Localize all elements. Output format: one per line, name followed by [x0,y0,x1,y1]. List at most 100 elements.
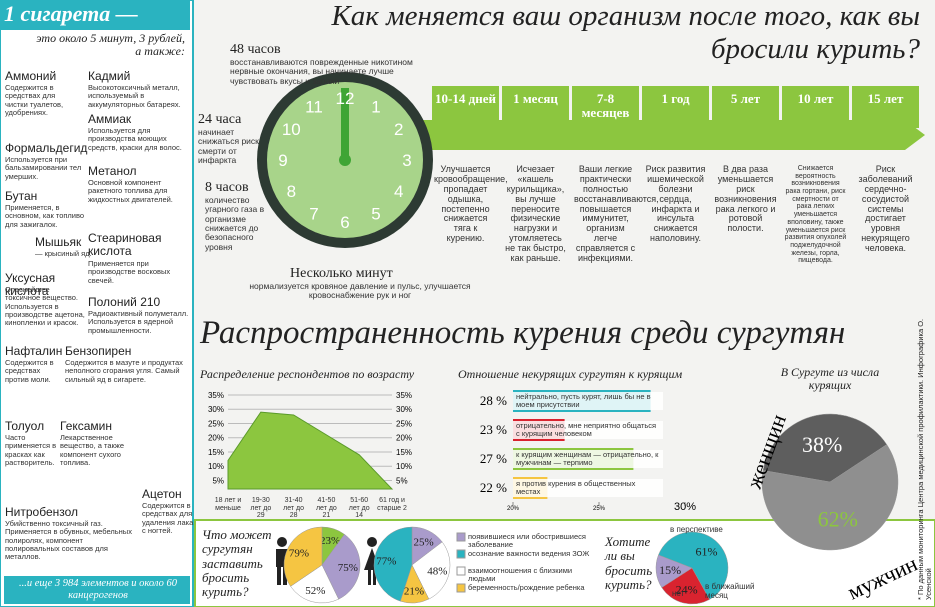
pie-label: 23% [320,535,340,547]
clock-number: 10 [282,120,301,139]
y-tick-label: 5% [212,476,224,485]
legend-label: взаимоотношения с близкими людьми [468,566,573,584]
substance-desc: Основной компонент ракетного топлива для… [88,178,173,204]
clock-number: 12 [336,89,355,108]
note-text: нормализуется кровяное давление и пульс,… [249,281,471,301]
substance-desc: Используется при бальзамировании тел уме… [5,155,82,181]
pie-slice [411,541,451,600]
pie-slice [373,526,413,602]
survey-title: Распространенность курения среди сургутя… [200,315,846,351]
gender-title: В Сургуте из числа курящих [780,365,880,393]
legend-label: беременность/рождение ребенка [468,583,585,592]
y-tick-label-right: 35% [396,391,412,400]
substance-desc: Применяется, в основном, как топливо для… [5,203,85,229]
substance-name: Нитробензол [5,505,79,519]
period: 10-14 дней [435,91,496,106]
note-text: начинает снижаться риск смерти от инфарк… [198,127,259,166]
period: 5 лет [730,91,761,106]
substance-name: Кадмий [88,69,131,83]
reasons-title: Что может сургутян заставить бросить кур… [202,527,272,600]
x-tick-label: 25% [593,506,606,512]
sidebar-footer: ...и еще 3 984 элементов и около 60 канц… [18,578,178,601]
sidebar-bg [0,0,194,607]
legend-swatch [456,583,466,593]
substance-name: Уксусная кислота [5,271,56,299]
substance-name: Бутан [5,189,38,203]
pie-category: нет [672,589,685,598]
y-tick-label-right: 30% [396,405,412,414]
pie-label: 61% [695,544,717,558]
substance-desc: Радиоактивный полуметалл. Используется в… [88,309,189,335]
clock-number: 6 [340,213,349,232]
period-box [642,86,709,128]
sidebar-title: 1 сигарета — [4,1,138,26]
pie-category: в ближайший месяц [705,582,755,600]
period-text: Снижается вероятность возникновения рака… [784,165,847,265]
substance-desc: Содержится в средствах для удаления лака… [142,501,194,535]
y-tick-label-right: 15% [396,448,412,457]
bar-label-bg [513,421,663,439]
bar-category: я против курения в общественных местах [516,479,636,497]
period: 15 лет [867,91,904,106]
pie-slice [290,564,339,604]
substance-name: Ацетон [142,487,182,501]
y-tick-label-right: 5% [396,476,408,485]
sidebar-title-bg [0,0,190,30]
clock-number: 3 [402,151,411,170]
x-tick-label: 31-40 лет до 28 [283,497,305,520]
note-time: 24 часа [198,112,242,127]
period: 10 лет [797,91,834,106]
clock-number: 2 [394,120,403,139]
substance-desc: Высокотоксичный металл, используемый в а… [88,83,181,109]
substance-name: Аммиак [88,112,132,126]
period-text: Улучшается кровообращение, пропадает оды… [434,164,508,244]
pie-label: 25% [413,536,433,548]
note-time: 8 часов [205,180,249,195]
legend-label: появившиеся или обострившиеся заболевани… [468,532,586,550]
y-tick-label: 20% [208,434,224,443]
substance-name: Мышьяк [35,235,82,249]
x-tick-label: 41-50 лет до 21 [315,497,337,520]
pie-label: 52% [305,585,325,597]
pie-slice [661,567,710,605]
legend-swatch [456,566,466,576]
x-tick-label: 18 лет и меньше [214,497,242,512]
pie-slice [321,533,361,600]
pie-slice [655,554,693,588]
note-text: восстанавливаются поврежденные никотином… [230,57,413,86]
clock-number: 11 [305,97,323,116]
bar-label-bg [513,450,663,468]
substance-name: Стеариновая кислота [88,231,162,259]
value-label: 28 % [480,393,507,408]
bar-label-bg [513,479,663,497]
quit-title: Хотите ли вы бросить курить? [605,534,653,592]
legend-label: осознание важности ведения ЗОЖ [468,549,590,558]
note-text: количество угарного газа в организме сни… [205,195,265,252]
pie-label: 48% [427,566,447,578]
period-text: Риск заболеваний сердечно-сосудистой сис… [858,164,913,254]
period-box [852,86,919,128]
substance-desc: Применяется при производстве восковых св… [88,259,171,285]
clock-number: 4 [394,182,403,201]
area [227,411,394,490]
attitude-title: Отношение некурящих сургутян к курящим [458,367,683,381]
value-label: 23 % [480,422,507,437]
substance-name: Бензопирен [65,344,132,358]
period-box [572,86,639,128]
clock-number: 8 [287,182,296,201]
pie-label: 15% [659,563,681,577]
bar-category: отрицательно, мне неприятно общаться с к… [516,421,657,439]
pie-label: 24% [676,582,698,596]
period-text: Исчезает «кашель курильщика», вы лучше п… [505,164,566,264]
substance-desc: Опаснейшее токсичное вещество. Используе… [5,285,85,327]
clock-number: 7 [309,205,318,224]
pie-label: 21% [404,586,424,598]
substance-name: Формальдегид [5,141,88,155]
y-tick-label-right: 25% [396,419,412,428]
legend-swatch [456,532,466,542]
period-text: Ваши легкие практически полностью восста… [574,164,659,264]
substance-desc: Содержится в средствах против моли. [5,358,54,384]
note-time: 48 часов [230,42,281,57]
